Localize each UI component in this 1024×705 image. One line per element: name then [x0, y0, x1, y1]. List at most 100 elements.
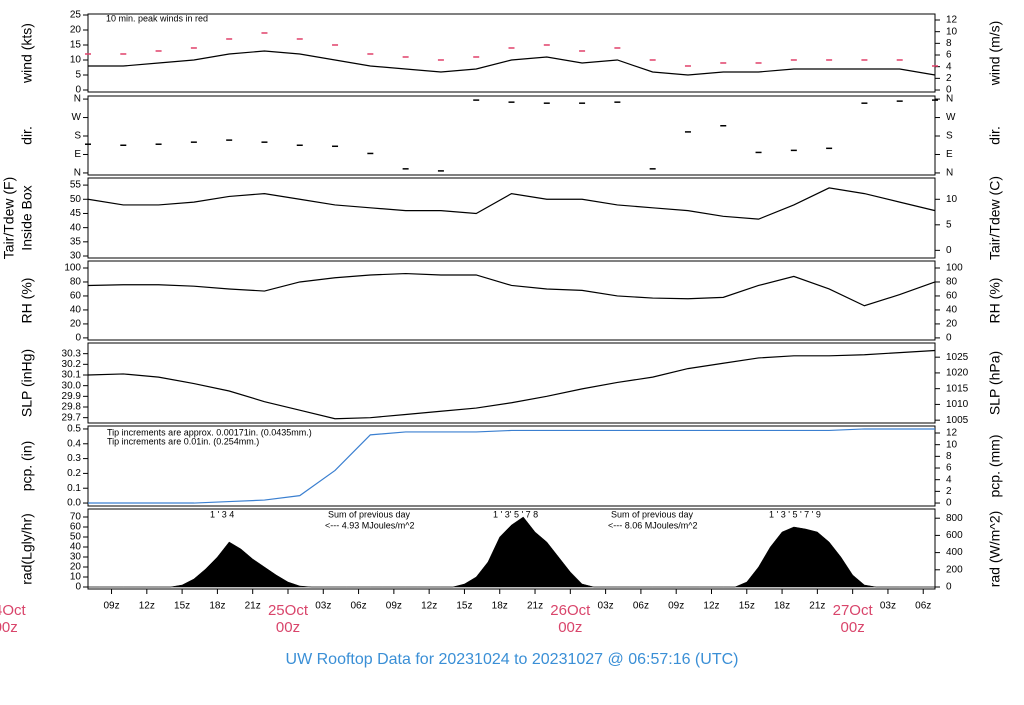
y2-tick-label: 600	[946, 530, 963, 541]
y2-tick-label: 6	[946, 463, 952, 474]
y2-tick-label: 0	[946, 245, 952, 256]
y-axis-label: rad(Lgly/hr)	[19, 513, 35, 585]
annotation: Tip increments are approx. 0.00171in. (0…	[107, 427, 312, 437]
x-tick-label: 03z	[880, 601, 896, 612]
y2-tick-label: 1010	[946, 399, 969, 410]
y-tick-label: 30	[70, 552, 82, 563]
y2-tick-label: 1015	[946, 383, 969, 394]
y2-tick-label: 8	[946, 451, 952, 462]
y-tick-label: 0.0	[67, 498, 81, 509]
y-axis-label: SLP (inHg)	[19, 349, 35, 417]
y-tick-label: 0	[75, 333, 81, 344]
y2-tick-label: 800	[946, 513, 963, 524]
y-tick-label: 10	[70, 55, 82, 66]
y2-tick-label: 2	[946, 486, 952, 497]
y2-tick-label: 400	[946, 547, 963, 558]
y-tick-label: 29.8	[62, 402, 82, 413]
y-tick-label: N	[74, 168, 81, 179]
x-tick-label: 06z	[915, 601, 931, 612]
annotation: 10 min. peak winds in red	[106, 13, 208, 23]
y2-axis-label: wind (m/s)	[987, 21, 1003, 87]
y-tick-label: 30	[70, 251, 82, 262]
y-tick-label: 60	[70, 522, 82, 533]
date-label: 24Oct	[0, 602, 26, 619]
y-tick-label: 70	[70, 512, 82, 523]
annotation: 1 ' 3 4	[210, 509, 234, 519]
y-tick-label: 0	[75, 85, 81, 96]
y-tick-label: 29.9	[62, 391, 82, 402]
y2-tick-label: 0	[946, 333, 952, 344]
y2-axis-label: Tair/Tdew (C)	[987, 176, 1003, 260]
x-tick-label: 03z	[598, 601, 614, 612]
y-tick-label: 0.4	[67, 438, 81, 449]
y-tick-label: 30.2	[62, 359, 82, 370]
y-tick-label: N	[74, 94, 81, 105]
date-label: 00z	[0, 619, 18, 636]
y-tick-label: 15	[70, 40, 82, 51]
date-label: 25Oct	[268, 602, 309, 619]
data-area	[88, 516, 935, 588]
y2-tick-label: 10	[946, 194, 958, 205]
panel-frame	[87, 260, 936, 341]
y2-tick-label: 5	[946, 219, 952, 230]
y-axis-label: Inside Box	[19, 185, 35, 250]
y2-axis-label: rad (W/m^2)	[987, 511, 1003, 588]
y2-tick-label: 200	[946, 564, 963, 575]
y-axis-label: dir.	[19, 126, 35, 145]
y-tick-label: 60	[70, 291, 82, 302]
y-tick-label: W	[72, 112, 82, 123]
y2-tick-label: 0	[946, 498, 952, 509]
y2-axis-label: dir.	[987, 126, 1003, 145]
y2-tick-label: 20	[946, 319, 958, 330]
y-tick-label: 0.1	[67, 483, 81, 494]
y-tick-label: 29.7	[62, 412, 82, 423]
y2-tick-label: S	[946, 131, 953, 142]
x-tick-label: 09z	[386, 601, 402, 612]
y2-tick-label: 60	[946, 291, 958, 302]
y-tick-label: 55	[70, 180, 82, 191]
date-label: 27Oct	[833, 602, 874, 619]
x-tick-label: 21z	[809, 601, 825, 612]
annotation: Sum of previous day	[328, 509, 411, 519]
y2-tick-label: 1005	[946, 415, 969, 426]
x-tick-label: 06z	[633, 601, 649, 612]
data-line	[87, 349, 936, 420]
annotation: Tip increments are 0.01in. (0.254mm.)	[107, 436, 259, 446]
panel-frame	[87, 425, 936, 507]
y2-tick-label: 2	[946, 73, 952, 84]
y2-tick-label: N	[946, 168, 953, 179]
y2-tick-label: E	[946, 149, 953, 160]
x-tick-label: 21z	[527, 601, 543, 612]
y2-tick-label: 1025	[946, 352, 969, 363]
y-tick-label: 0.2	[67, 468, 81, 479]
y-axis-label: RH (%)	[19, 278, 35, 324]
y2-tick-label: 1020	[946, 368, 969, 379]
y-tick-label: 100	[64, 263, 81, 274]
data-line	[88, 50, 936, 76]
y-tick-label: 45	[70, 208, 82, 219]
y-tick-label: 20	[70, 562, 82, 573]
annotation: <--- 4.93 MJoules/m^2	[325, 520, 415, 530]
y-tick-label: S	[74, 131, 81, 142]
y-tick-label: 40	[70, 222, 82, 233]
date-label: 00z	[841, 619, 865, 636]
x-tick-label: 18z	[492, 601, 508, 612]
y2-tick-label: 10	[946, 439, 958, 450]
y-tick-label: 0.3	[67, 453, 81, 464]
panel-frame	[87, 95, 936, 176]
date-label: 00z	[276, 619, 300, 636]
x-tick-label: 12z	[139, 601, 155, 612]
y2-tick-label: 10	[946, 26, 958, 37]
x-tick-label: 06z	[351, 601, 367, 612]
y-tick-label: 0.5	[67, 424, 81, 435]
y-tick-label: 30.3	[62, 348, 82, 359]
y-axis-label: pcp. (in)	[19, 441, 35, 492]
x-tick-label: 03z	[315, 601, 331, 612]
data-line	[87, 272, 936, 307]
x-tick-label: 21z	[245, 601, 261, 612]
x-tick-label: 09z	[668, 601, 684, 612]
annotation: Sum of previous day	[611, 509, 694, 519]
panel-frame	[87, 342, 936, 424]
y-tick-label: 25	[70, 10, 82, 21]
